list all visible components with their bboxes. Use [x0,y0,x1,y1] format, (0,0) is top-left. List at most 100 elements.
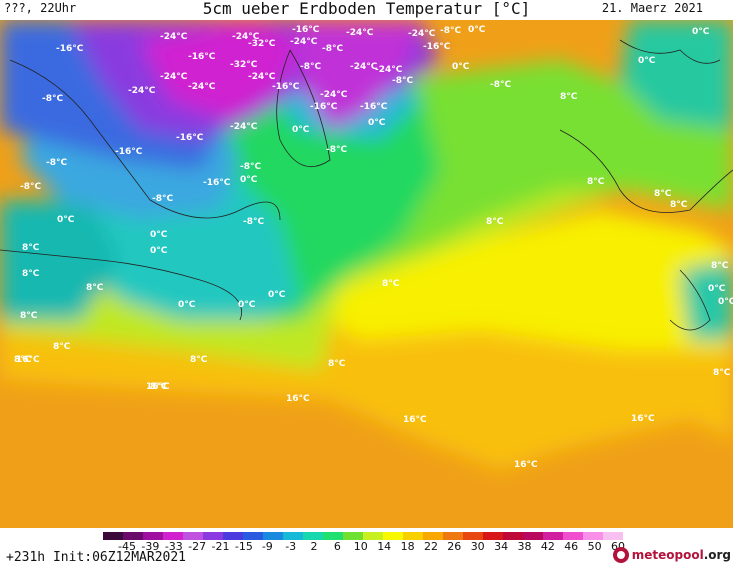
isotherm-label: 8°C [486,217,504,227]
scale-tick-label: 22 [424,540,438,553]
color-swatch [463,532,484,540]
color-swatch [503,532,524,540]
isotherm-label: -8°C [300,62,321,72]
isotherm-label: 0°C [692,27,710,37]
isotherm-label: 0°C [292,125,310,135]
isotherm-label: 16°C [286,394,310,404]
scale-tick-label: 2 [310,540,318,553]
color-swatch [163,532,184,540]
color-swatch [343,532,364,540]
isotherm-label: -16°C [56,44,84,54]
color-scale-bar [103,532,623,540]
isotherm-label: -24°C [230,122,258,132]
color-swatch [123,532,144,540]
map-title: 5cm ueber Erdboden Temperatur [°C] [202,0,531,18]
isotherm-label: 0°C [638,56,656,66]
color-swatch [243,532,264,540]
logo-suffix: .org [703,548,731,562]
scale-tick-label: 38 [517,540,532,553]
isotherm-label: -8°C [46,158,67,168]
isotherm-label: 0°C [150,230,168,240]
coastlines [0,39,733,331]
meteopool-logo-icon [612,547,629,563]
color-swatch [143,532,164,540]
meteopool-logo[interactable]: meteopool.org [612,546,731,564]
color-swatch [223,532,244,540]
isotherm-label: 8°C [713,368,731,378]
isotherm-label: 16°C [16,355,40,365]
scale-tick-label: -15 [234,540,253,553]
isotherm-label: -16°C [272,82,300,92]
isotherm-label: -8°C [243,217,264,227]
scale-tick-label: -33 [164,540,183,553]
color-swatch [183,532,204,540]
field-yellow-orange [0,320,733,470]
logo-main: meteopool [631,548,704,562]
scale-tick-label: 46 [564,540,579,553]
temperature-map: -24°C -24°C-16°C-24°C-16°C -24°C -8°C-32°C -… [0,20,733,528]
isotherm-label: 0°C [368,118,386,128]
color-swatch [383,532,404,540]
scale-tick-label: -39 [141,540,160,553]
isotherm-label: 8°C [22,269,40,279]
isotherm-label: -8°C [322,44,343,54]
isotherm-label: -8°C [152,194,173,204]
isotherm-label: 16°C [146,382,170,392]
color-swatch [443,532,464,540]
isotherm-label: 8°C [382,279,400,289]
isotherm-label: 8°C [22,243,40,253]
isotherm-label: -8°C [326,145,347,155]
isotherm-label: -24°C [188,82,216,92]
isotherm-label: 8°C [587,177,605,187]
isotherm-label: 8°C [20,311,38,321]
isotherm-label: 8°C [654,189,672,199]
color-swatch [103,532,124,540]
isotherm-label: -24°C [232,32,260,42]
color-swatch [423,532,444,540]
isotherm-label: -24°C [160,72,188,82]
isotherm-label: 0°C [240,175,258,185]
isotherm-label: 0°C [708,284,726,294]
isotherm-label: 0°C [468,25,486,35]
isotherm-label: -16°C [310,102,338,112]
isotherm-label: -16°C [115,147,143,157]
scale-tick-label: 30 [470,540,485,553]
isotherm-label: -16°C [176,133,204,143]
isotherm-label: -24°C [160,32,188,42]
isotherm-label: 8°C [328,359,346,369]
color-swatch [263,532,284,540]
isotherm-label: -16°C [292,25,320,35]
scale-tick-label: 26 [447,540,462,553]
field-magenta [140,20,300,120]
scale-tick-label: 6 [333,540,341,553]
isotherm-label: 8°C [670,200,688,210]
valid-time: ???, 22Uhr [4,1,77,15]
isotherm-label: -32°C [248,39,276,49]
field-cyan-ne [620,20,733,130]
isotherm-label: -24°C [375,65,403,75]
isotherm-label: -8°C [440,26,461,36]
isotherm-label: -24°C [128,86,156,96]
color-swatch [283,532,304,540]
isotherm-label: 0°C [57,215,75,225]
color-swatch [363,532,384,540]
isotherm-label: 8°C [86,283,104,293]
scale-tick-label: 10 [353,540,368,553]
isotherm-label: 16°C [514,460,538,470]
isotherm-label: 0°C [452,62,470,72]
isotherm-label: 0°C [150,246,168,256]
field-cyan-e [680,260,733,340]
model-run-info: +231h Init:06Z12MAR2021 [6,550,187,565]
scale-tick-label: -27 [188,540,207,553]
isotherm-label: -24°C [408,29,436,39]
isotherm-label: -24°C [346,28,374,38]
isotherm-label: 16°C [631,414,655,424]
isotherm-label: -8°C [490,80,511,90]
scale-tick-label: 34 [494,540,509,553]
scale-tick-label: 18 [400,540,415,553]
isotherm-label: 0°C [178,300,196,310]
isotherm-label: 0°C [718,297,733,307]
isotherm-label: 8°C [150,382,168,392]
isotherm-label: -16°C [188,52,216,62]
color-swatch [583,532,604,540]
